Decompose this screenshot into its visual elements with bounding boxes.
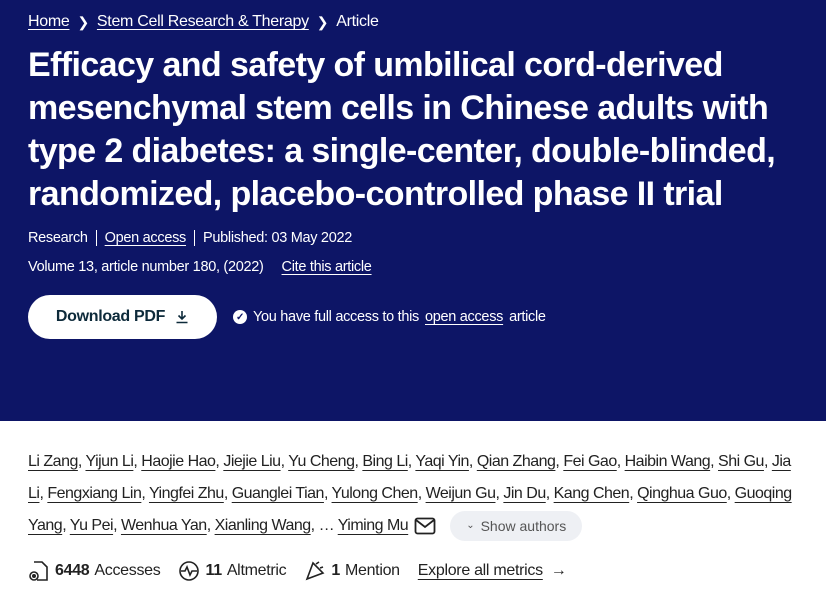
mention-label: Mention (344, 562, 400, 579)
author-separator: , (113, 517, 121, 534)
cite-article-link[interactable]: Cite this article (281, 259, 372, 275)
breadcrumb-current: Article (336, 13, 379, 30)
author-link[interactable]: Qinghua Guo (637, 485, 727, 502)
access-text: You have full access to this (253, 309, 419, 325)
chevron-down-icon: ⌄ (466, 520, 475, 532)
chevron-right-icon: ❯ (77, 13, 89, 30)
author-separator: , (710, 453, 719, 470)
authors-ellipsis: … (318, 517, 335, 534)
access-status: ✓ You have full access to this open acce… (233, 309, 546, 325)
altmetric-count: 11 (205, 562, 222, 579)
author-separator: , (555, 453, 564, 470)
accesses-count: 6448 (55, 562, 90, 579)
article-citation: Volume 13, article number 180, (2022) Ci… (28, 259, 826, 275)
explore-metrics-link[interactable]: Explore all metrics (417, 562, 543, 579)
open-access-link[interactable]: Open access (104, 230, 187, 246)
author-link[interactable]: Jin Du (503, 485, 546, 502)
author-separator: , (417, 485, 426, 502)
author-link[interactable]: Jiejie Liu (223, 453, 281, 470)
author-link[interactable]: Weijun Gu (425, 485, 496, 502)
author-separator: , (39, 485, 48, 502)
altmetric-icon (179, 561, 200, 581)
author-separator: , (223, 485, 232, 502)
author-separator: , (323, 485, 332, 502)
volume-info: Volume 13, article number 180, (2022) (28, 259, 264, 275)
author-separator: , (206, 517, 215, 534)
check-circle-icon: ✓ (233, 310, 247, 324)
author-separator: , (545, 485, 554, 502)
author-link[interactable]: Yaqi Yin (415, 453, 469, 470)
author-separator: , (726, 485, 735, 502)
author-separator: , (468, 453, 477, 470)
author-link[interactable]: Jia Li (28, 453, 791, 502)
article-type: Research (28, 230, 88, 246)
author-separator: , (141, 485, 149, 502)
open-access-info-link[interactable]: open access (424, 309, 504, 325)
corresponding-author-link[interactable]: Yiming Mu (337, 517, 409, 534)
author-link[interactable]: Guoqing Yang (28, 485, 792, 534)
author-link[interactable]: Qian Zhang (476, 453, 556, 470)
author-link[interactable]: Yulong Chen (331, 485, 419, 502)
altmetric-label: Altmetric (226, 562, 287, 579)
author-separator: , (310, 517, 319, 534)
breadcrumb-home[interactable]: Home (28, 13, 70, 30)
author-link[interactable]: Guanglei Tian (231, 485, 325, 502)
access-text-suffix: article (509, 309, 546, 325)
article-meta: Research Open access Published: 03 May 2… (28, 230, 826, 246)
author-separator: , (629, 485, 638, 502)
author-link[interactable]: Fengxiang Lin (47, 485, 142, 502)
author-link[interactable]: Yu Cheng (288, 453, 355, 470)
author-link[interactable]: Li Zang (28, 453, 78, 470)
arrow-right-icon: → (550, 562, 567, 579)
article-header: Home ❯ Stem Cell Research & Therapy ❯ Ar… (0, 0, 826, 421)
breadcrumb: Home ❯ Stem Cell Research & Therapy ❯ Ar… (28, 10, 826, 34)
chevron-right-icon: ❯ (316, 13, 329, 30)
author-separator: , (354, 453, 363, 470)
email-icon[interactable] (414, 517, 436, 535)
author-link[interactable]: Fei Gao (563, 453, 617, 470)
mention-count: 1 (331, 562, 340, 579)
download-pdf-button[interactable]: Download PDF (28, 295, 217, 339)
author-separator: , (495, 485, 504, 502)
download-icon (176, 311, 188, 324)
author-separator: , (133, 453, 142, 470)
author-link[interactable]: Bing Li (362, 453, 408, 470)
author-separator: , (215, 453, 224, 470)
author-link[interactable]: Kang Chen (553, 485, 630, 502)
author-link[interactable]: Wenhua Yan (120, 517, 207, 534)
author-separator: , (407, 453, 416, 470)
accesses-label: Accesses (94, 562, 161, 579)
author-separator: , (62, 517, 70, 534)
breadcrumb-journal[interactable]: Stem Cell Research & Therapy (96, 13, 309, 30)
author-separator: , (616, 453, 625, 470)
article-metrics: 6448 Accesses 11 Altmetric 1 Mention Exp… (0, 542, 826, 582)
author-separator: , (77, 453, 86, 470)
mention-icon (305, 561, 325, 581)
author-link[interactable]: Yingfei Zhu (148, 485, 224, 502)
page-title: Efficacy and safety of umbilical cord-de… (28, 46, 776, 213)
author-separator: , (763, 453, 772, 470)
author-link[interactable]: Xianling Wang (214, 517, 312, 534)
author-list: Li Zang, Yijun Li, Haojie Hao, Jiejie Li… (0, 421, 826, 542)
author-separator: , (280, 453, 289, 470)
published-date: Published: 03 May 2022 (203, 230, 352, 246)
show-authors-button[interactable]: ⌄ Show authors (450, 510, 583, 541)
accesses-icon (29, 561, 48, 581)
divider (194, 230, 196, 246)
author-link[interactable]: Yijun Li (85, 453, 134, 470)
download-pdf-label: Download PDF (55, 308, 166, 325)
divider (95, 230, 97, 246)
author-link[interactable]: Haojie Hao (141, 453, 216, 470)
show-authors-label: Show authors (480, 517, 567, 534)
author-link[interactable]: Yu Pei (69, 517, 114, 534)
author-link[interactable]: Shi Gu (718, 453, 764, 470)
author-link[interactable]: Haibin Wang (624, 453, 711, 470)
